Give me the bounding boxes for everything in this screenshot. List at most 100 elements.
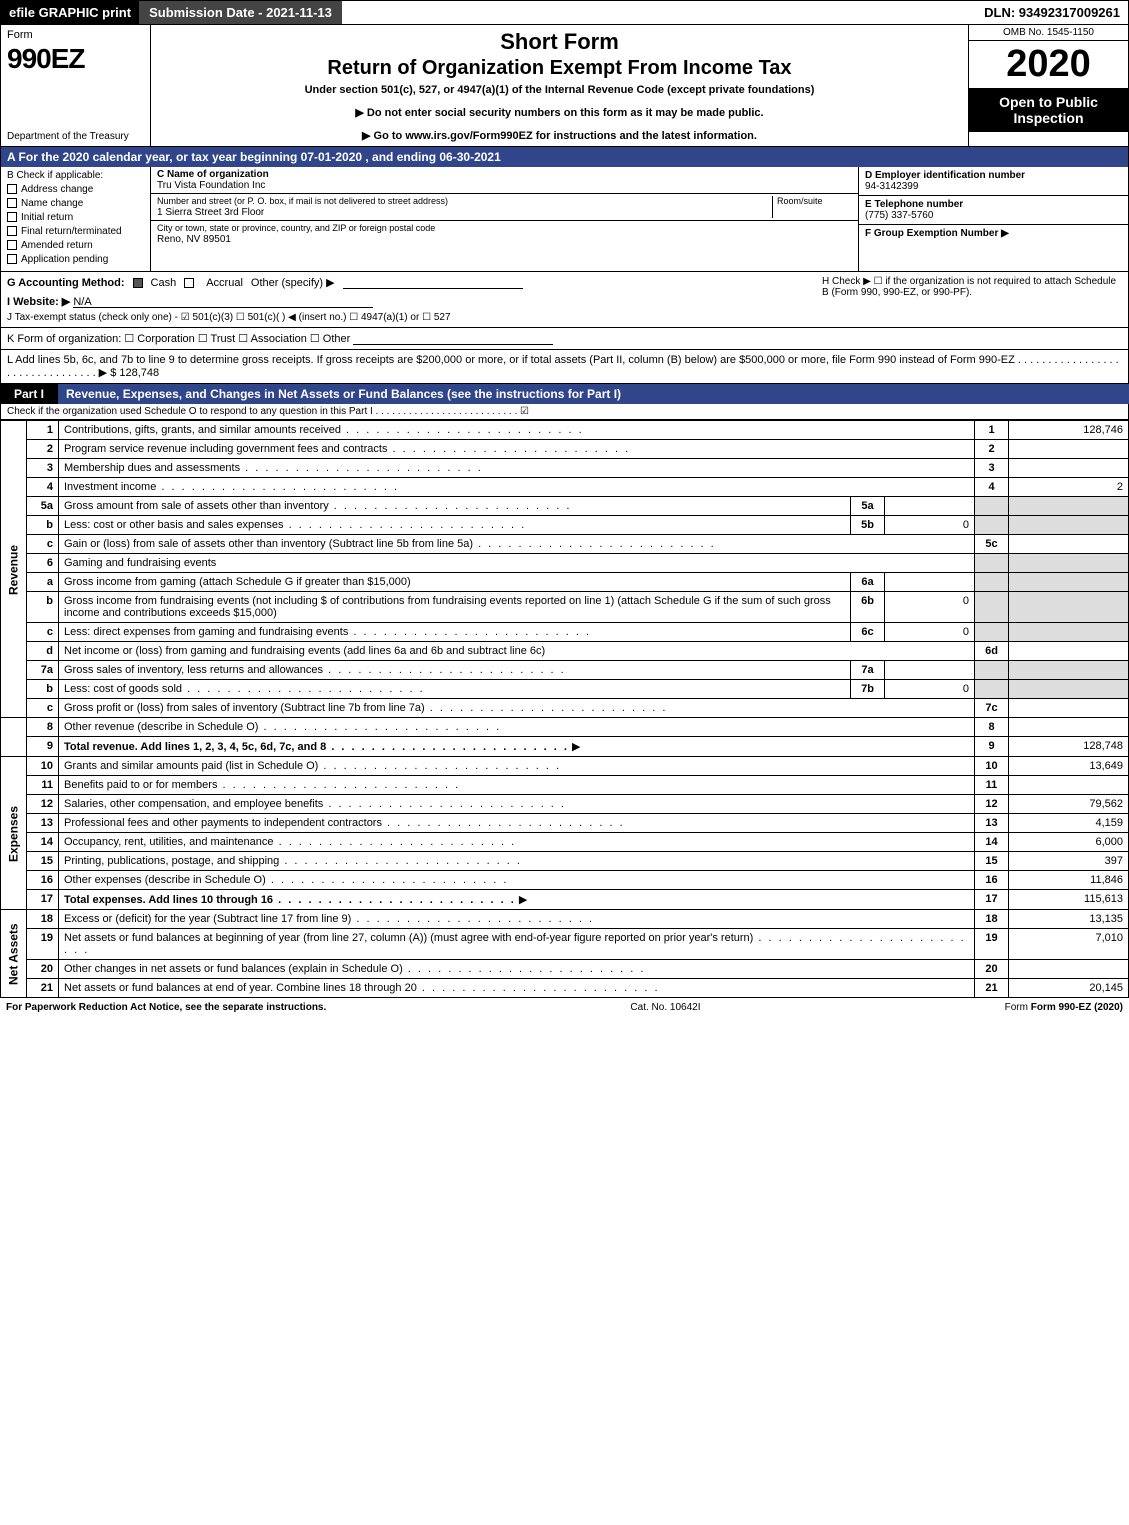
notice-ssn: ▶ Do not enter social security numbers o… [157, 106, 962, 119]
notice-link[interactable]: ▶ Go to www.irs.gov/Form990EZ for instru… [157, 129, 962, 142]
c-label: C Name of organization [157, 169, 269, 180]
col-val: 2 [1009, 478, 1129, 497]
line-num: 17 [27, 890, 59, 910]
line-num: a [27, 573, 59, 592]
city-row: City or town, state or province, country… [151, 221, 858, 247]
k-other-line[interactable] [353, 333, 553, 345]
line-num: b [27, 516, 59, 535]
line-5a: 5a Gross amount from sale of assets othe… [1, 497, 1129, 516]
line-6: 6 Gaming and fundraising events [1, 554, 1129, 573]
line-desc: Contributions, gifts, grants, and simila… [64, 424, 584, 436]
col-num: 1 [975, 421, 1009, 440]
line-num: 16 [27, 871, 59, 890]
form-number: 990EZ [7, 43, 144, 75]
col-num-grey [975, 554, 1009, 573]
line-1: Revenue 1 Contributions, gifts, grants, … [1, 421, 1129, 440]
col-num-grey [975, 661, 1009, 680]
phone-value: (775) 337-5760 [865, 210, 933, 221]
col-num-grey [975, 623, 1009, 642]
room-label: Room/suite [777, 196, 823, 206]
line-6d: d Net income or (loss) from gaming and f… [1, 642, 1129, 661]
block-b-through-f: B Check if applicable: Address change Na… [0, 167, 1129, 272]
line-num: 9 [27, 737, 59, 757]
col-num-grey [975, 592, 1009, 623]
i-label: I Website: ▶ [7, 296, 70, 308]
spacer [342, 1, 976, 24]
line-17: 17 Total expenses. Add lines 10 through … [1, 890, 1129, 910]
col-num: 11 [975, 776, 1009, 795]
header-right: OMB No. 1545-1150 2020 Open to Public In… [968, 25, 1128, 146]
line-num: 7a [27, 661, 59, 680]
ein-row: D Employer identification number 94-3142… [859, 167, 1128, 196]
line-desc: Membership dues and assessments [64, 462, 483, 474]
lines-table: Revenue 1 Contributions, gifts, grants, … [0, 420, 1129, 998]
line-7a: 7a Gross sales of inventory, less return… [1, 661, 1129, 680]
line-desc: Gross income from fundraising events (no… [64, 595, 831, 619]
check-initial-return[interactable]: Initial return [7, 212, 144, 223]
g-accounting: G Accounting Method: Cash Accrual Other … [7, 276, 822, 289]
dln-label: DLN: 93492317009261 [976, 1, 1128, 24]
line-11: 11 Benefits paid to or for members 11 [1, 776, 1129, 795]
address-column: C Name of organization Tru Vista Foundat… [151, 167, 858, 271]
col-val-grey [1009, 497, 1129, 516]
line-10: Expenses 10 Grants and similar amounts p… [1, 757, 1129, 776]
check-address-change[interactable]: Address change [7, 184, 144, 195]
check-final-return[interactable]: Final return/terminated [7, 226, 144, 237]
col-val [1009, 459, 1129, 478]
col-num: 17 [975, 890, 1009, 910]
check-accrual[interactable] [184, 278, 194, 288]
sub-val: 0 [885, 592, 975, 623]
check-label: Initial return [21, 212, 73, 223]
check-name-change[interactable]: Name change [7, 198, 144, 209]
l-value: $ 128,748 [110, 367, 159, 379]
section-g-h: H Check ▶ ☐ if the organization is not r… [0, 272, 1129, 328]
line-18: Net Assets 18 Excess or (deficit) for th… [1, 910, 1129, 929]
col-num: 12 [975, 795, 1009, 814]
line-6b: b Gross income from fundraising events (… [1, 592, 1129, 623]
col-val [1009, 642, 1129, 661]
line-desc: Gross amount from sale of assets other t… [64, 500, 571, 512]
sub-val [885, 661, 975, 680]
check-label: Name change [21, 198, 83, 209]
part1-sub: Check if the organization used Schedule … [0, 404, 1129, 420]
col-val-grey [1009, 573, 1129, 592]
col-val: 13,649 [1009, 757, 1129, 776]
col-num: 21 [975, 979, 1009, 998]
line-desc: Grants and similar amounts paid (list in… [64, 760, 561, 772]
col-num-grey [975, 516, 1009, 535]
line-num: 6 [27, 554, 59, 573]
omb-number: OMB No. 1545-1150 [969, 25, 1128, 41]
line-num: 14 [27, 833, 59, 852]
line-desc: Less: cost of goods sold [64, 683, 425, 695]
side-expenses: Expenses [1, 757, 27, 910]
check-label: Address change [21, 184, 93, 195]
col-val-grey [1009, 516, 1129, 535]
line-num: 10 [27, 757, 59, 776]
line-15: 15 Printing, publications, postage, and … [1, 852, 1129, 871]
col-val: 11,846 [1009, 871, 1129, 890]
check-cash[interactable] [133, 278, 143, 288]
col-val-grey [1009, 680, 1129, 699]
line-num: 4 [27, 478, 59, 497]
line-desc: Gross profit or (loss) from sales of inv… [64, 702, 667, 714]
check-amended-return[interactable]: Amended return [7, 240, 144, 251]
sub-val [885, 573, 975, 592]
sub-val: 0 [885, 516, 975, 535]
sub-num: 6a [851, 573, 885, 592]
col-num: 3 [975, 459, 1009, 478]
col-val: 115,613 [1009, 890, 1129, 910]
line-num: c [27, 535, 59, 554]
line-desc: Net income or (loss) from gaming and fun… [64, 645, 545, 657]
col-num-grey [975, 573, 1009, 592]
line-6a: a Gross income from gaming (attach Sched… [1, 573, 1129, 592]
line-num: 5a [27, 497, 59, 516]
check-application-pending[interactable]: Application pending [7, 254, 144, 265]
sub-num: 6b [851, 592, 885, 623]
other-specify-line[interactable] [343, 277, 523, 289]
col-num: 2 [975, 440, 1009, 459]
top-bar: efile GRAPHIC print Submission Date - 20… [0, 0, 1129, 25]
line-3: 3 Membership dues and assessments 3 [1, 459, 1129, 478]
col-val [1009, 960, 1129, 979]
col-num: 10 [975, 757, 1009, 776]
efile-label[interactable]: efile GRAPHIC print [1, 1, 139, 24]
